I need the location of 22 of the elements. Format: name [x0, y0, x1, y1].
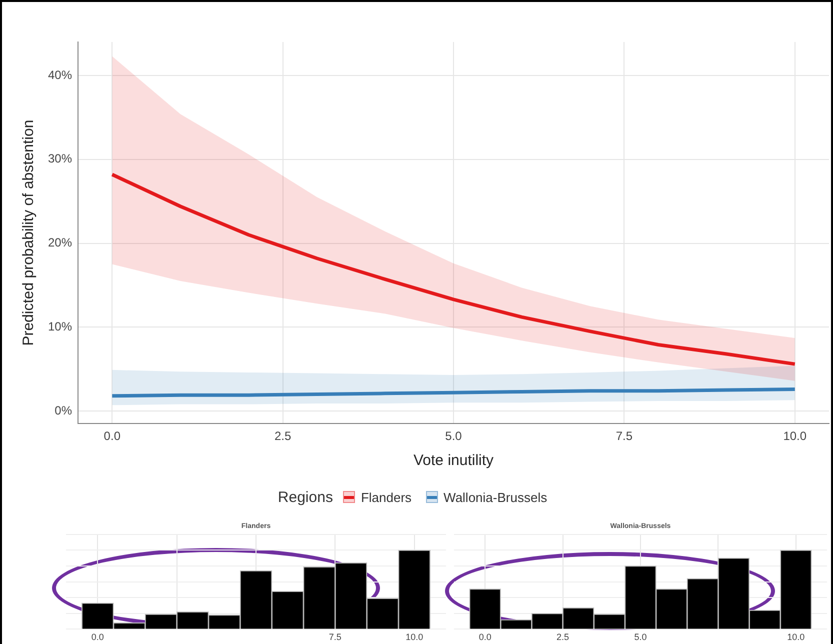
x-tick-label: 0.0: [91, 632, 104, 642]
y-tick-label: 10%: [48, 319, 72, 334]
x-tick-label: 2.5: [274, 429, 292, 444]
x-tick-label: 7.5: [328, 632, 342, 642]
x-tick-label: 10.0: [406, 632, 424, 642]
y-axis-title: Predicted probability of abstention: [20, 120, 38, 346]
y-tick-label: 0%: [54, 403, 72, 418]
x-tick-label: 0.0: [104, 429, 121, 444]
y-tick-label: 20%: [48, 236, 72, 250]
x-tick-label: 5.0: [445, 429, 462, 444]
x-tick-label: 10.0: [787, 632, 805, 642]
x-tick-label: 2.5: [556, 632, 570, 642]
x-tick-label: 0.0: [478, 632, 492, 642]
legend-label: Flanders: [360, 490, 412, 504]
x-tick-label: 7.5: [616, 429, 633, 444]
legend-label: Wallonia-Brussels: [444, 490, 548, 504]
x-tick-label: 10.0: [783, 429, 807, 444]
x-tick-label: 5.0: [634, 632, 647, 642]
y-tick-label: 40%: [48, 68, 72, 82]
legend-title: Regions: [278, 488, 333, 506]
x-axis-title: Vote inutility: [413, 452, 494, 470]
y-tick-label: 30%: [48, 152, 72, 166]
